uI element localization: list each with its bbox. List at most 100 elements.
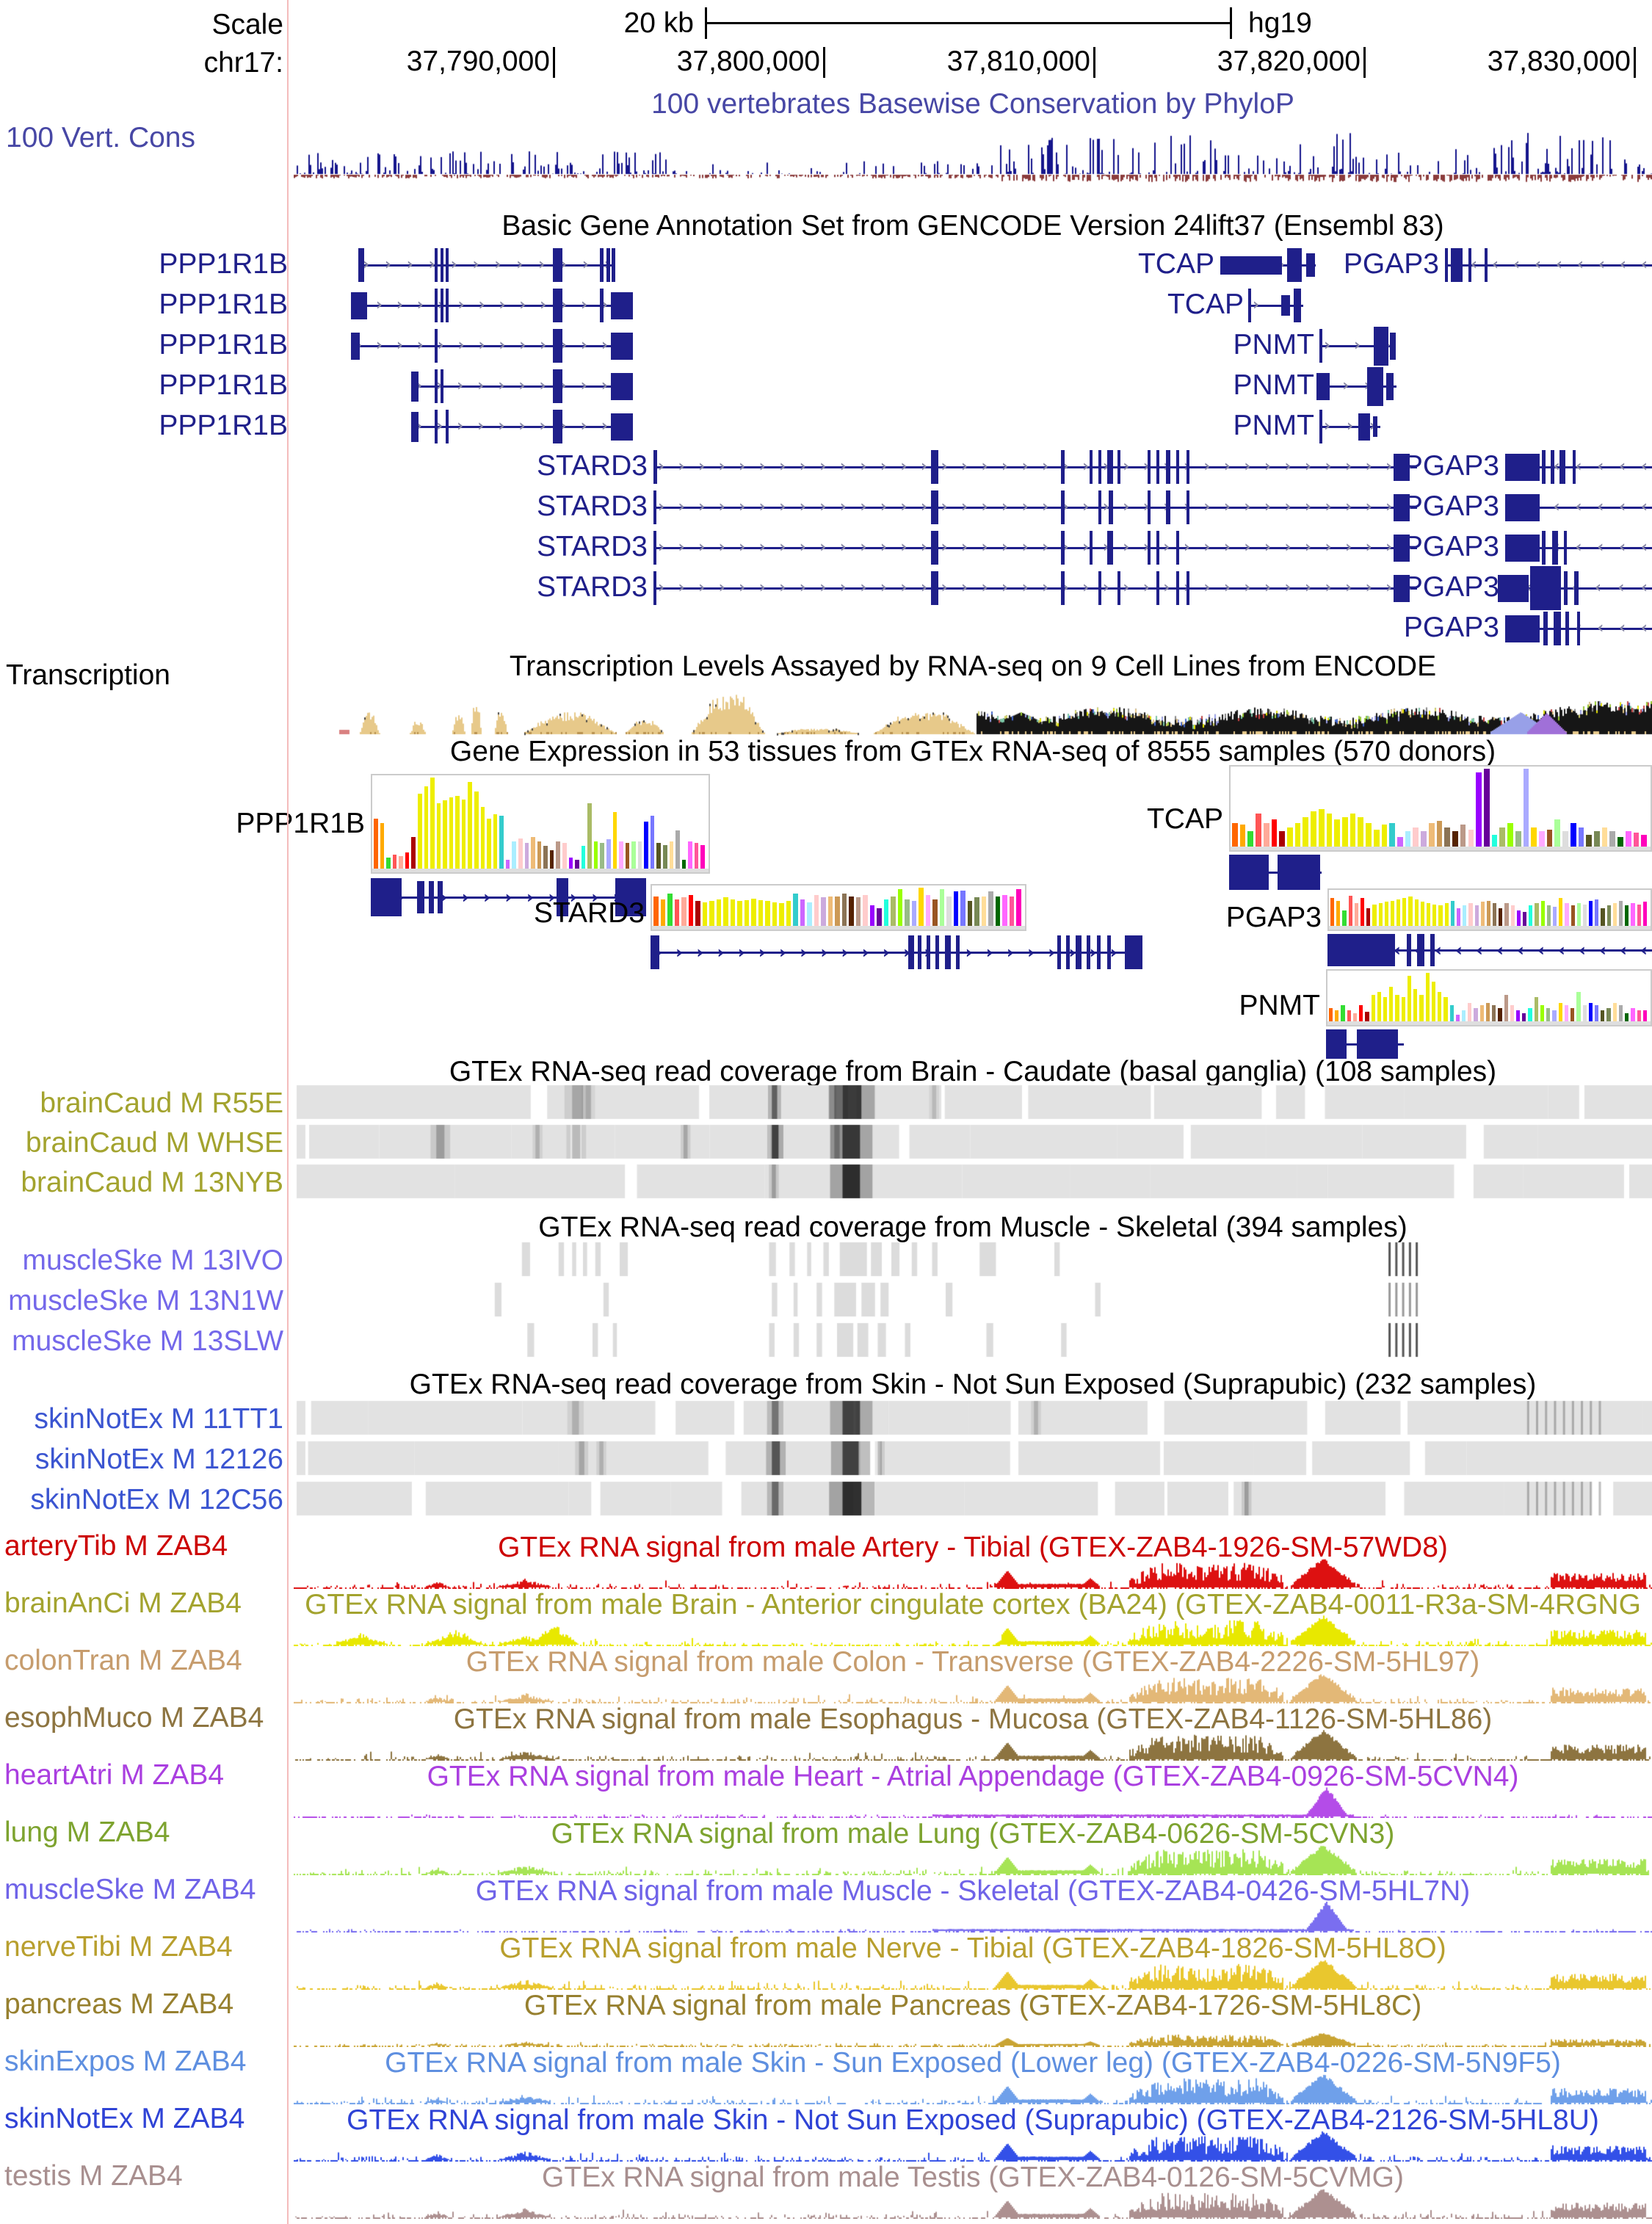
gene-label[interactable]: STARD3 <box>537 531 648 562</box>
coverage-row[interactable] <box>294 1241 1652 1278</box>
gene-label[interactable]: PPP1R1B <box>159 329 288 361</box>
expression-panel[interactable] <box>1327 888 1652 931</box>
scale-label: Scale <box>211 9 283 40</box>
expression-panel[interactable] <box>371 774 710 874</box>
coverage-row-label[interactable]: skinNotEx M 12126 <box>35 1444 283 1475</box>
coverage-row-label[interactable]: muscleSke M 13SLW <box>12 1325 283 1357</box>
signal-track-label[interactable]: skinNotEx M ZAB4 <box>4 2103 245 2134</box>
expression-gene-label[interactable]: PPP1R1B <box>236 808 365 839</box>
signal-wiggle[interactable] <box>294 1615 1652 1646</box>
gene-label[interactable]: PNMT <box>1233 329 1315 361</box>
exon-block <box>411 411 419 442</box>
exon-block <box>606 248 610 282</box>
gene-intron-line <box>1505 547 1652 549</box>
coverage-row[interactable] <box>294 1399 1652 1436</box>
expression-bar <box>751 898 756 926</box>
expression-panel[interactable] <box>1229 765 1652 852</box>
coverage-row-label[interactable]: muscleSke M 13N1W <box>8 1285 283 1316</box>
expression-bar <box>1558 1002 1562 1021</box>
coverage-row-label[interactable]: brainCaud M R55E <box>40 1087 283 1119</box>
gene-label[interactable]: PNMT <box>1233 410 1315 441</box>
expression-bar <box>1612 902 1617 926</box>
signal-wiggle[interactable] <box>294 1558 1652 1589</box>
coverage-row[interactable] <box>294 1440 1652 1477</box>
gene-label[interactable]: PNMT <box>1233 369 1315 401</box>
expression-bar <box>1341 1005 1345 1021</box>
signal-wiggle[interactable] <box>294 2131 1652 2162</box>
expression-gene-label[interactable]: PGAP3 <box>1225 902 1322 933</box>
coverage-row-label[interactable]: skinNotEx M 12C56 <box>30 1484 283 1515</box>
signal-track-label[interactable]: esophMuco M ZAB4 <box>4 1702 264 1734</box>
gene-label[interactable]: PGAP3 <box>1403 450 1499 482</box>
gene-label[interactable]: PPP1R1B <box>159 369 288 401</box>
gene-label[interactable]: PGAP3 <box>1403 571 1499 603</box>
expression-bar <box>1601 1010 1605 1021</box>
signal-track-label[interactable]: brainAnCi M ZAB4 <box>4 1587 242 1619</box>
expression-bar <box>807 902 812 926</box>
gene-label[interactable]: PPP1R1B <box>159 248 288 280</box>
coverage-row[interactable] <box>294 1322 1652 1358</box>
expression-bar <box>1531 827 1537 847</box>
expression-panel[interactable] <box>651 884 1026 931</box>
conservation-wiggle[interactable] <box>294 129 1652 184</box>
signal-wiggle[interactable] <box>294 1787 1652 1818</box>
gene-intron-line <box>1229 872 1322 874</box>
expression-bar <box>600 843 604 869</box>
coverage-row[interactable] <box>294 1123 1652 1160</box>
signal-track-label[interactable]: colonTran M ZAB4 <box>4 1645 242 1676</box>
expression-bar <box>827 896 833 926</box>
exon-block <box>1306 253 1315 277</box>
intron-arrows: ››››››››››› <box>416 377 628 396</box>
gene-label[interactable]: TCAP <box>1137 248 1214 280</box>
transcription-wiggle[interactable] <box>294 689 1652 736</box>
signal-track-label[interactable]: skinExpos M ZAB4 <box>4 2046 247 2077</box>
signal-wiggle[interactable] <box>294 1844 1652 1875</box>
gene-label[interactable]: PPP1R1B <box>159 410 288 441</box>
coverage-row-label[interactable]: brainCaud M WHSE <box>25 1127 283 1159</box>
expression-bar <box>1499 827 1506 847</box>
signal-wiggle[interactable] <box>294 1730 1652 1761</box>
signal-wiggle[interactable] <box>294 2073 1652 2104</box>
gene-intron-line <box>651 952 1142 954</box>
conservation-track-label[interactable]: 100 Vert. Cons <box>6 122 195 153</box>
expression-gene-label[interactable]: TCAP <box>1146 803 1223 835</box>
gene-label[interactable]: PGAP3 <box>1403 531 1499 562</box>
signal-track-label[interactable]: nerveTibi M ZAB4 <box>4 1931 233 1963</box>
signal-track-label[interactable]: arteryTib M ZAB4 <box>4 1530 228 1562</box>
exon-block <box>1373 416 1377 437</box>
expression-bar <box>1397 837 1403 847</box>
gene-label[interactable]: PGAP3 <box>1403 490 1499 522</box>
coverage-row[interactable] <box>294 1084 1652 1120</box>
coverage-row[interactable] <box>294 1281 1652 1318</box>
expression-bar <box>650 816 655 869</box>
coverage-row[interactable] <box>294 1163 1652 1200</box>
signal-wiggle[interactable] <box>294 2188 1652 2219</box>
coverage-row-label[interactable]: muscleSke M 13IVO <box>22 1245 283 1276</box>
signal-track-label[interactable]: heartAtri M ZAB4 <box>4 1759 225 1791</box>
gene-label[interactable]: PPP1R1B <box>159 289 288 320</box>
coverage-row-label[interactable]: skinNotEx M 11TT1 <box>34 1403 283 1435</box>
expression-gene-label[interactable]: STARD3 <box>534 897 645 929</box>
signal-wiggle[interactable] <box>294 2016 1652 2047</box>
gene-label[interactable]: STARD3 <box>537 571 648 603</box>
signal-wiggle[interactable] <box>294 1673 1652 1703</box>
signal-wiggle[interactable] <box>294 1902 1652 1933</box>
gene-label[interactable]: STARD3 <box>537 490 648 522</box>
gene-label[interactable]: TCAP <box>1167 289 1244 320</box>
exon-block <box>1061 531 1065 565</box>
expression-gene-label[interactable]: PNMT <box>1239 990 1321 1021</box>
coverage-row[interactable] <box>294 1480 1652 1517</box>
gene-label[interactable]: PGAP3 <box>1403 612 1499 643</box>
expression-panel[interactable] <box>1326 969 1652 1026</box>
signal-track-label[interactable]: lung M ZAB4 <box>4 1816 170 1848</box>
signal-track-label[interactable]: pancreas M ZAB4 <box>4 1988 234 2020</box>
signal-track-label[interactable]: testis M ZAB4 <box>4 2160 183 2192</box>
coverage-row-label[interactable]: brainCaud M 13NYB <box>21 1167 283 1198</box>
expression-bar <box>891 896 896 926</box>
gene-label[interactable]: PGAP3 <box>1343 248 1439 280</box>
transcription-track-label[interactable]: Transcription <box>6 659 170 691</box>
signal-wiggle[interactable] <box>294 1959 1652 1990</box>
gene-label[interactable]: STARD3 <box>537 450 648 482</box>
expression-bar <box>1522 1013 1526 1021</box>
signal-track-label[interactable]: muscleSke M ZAB4 <box>4 1874 256 1905</box>
